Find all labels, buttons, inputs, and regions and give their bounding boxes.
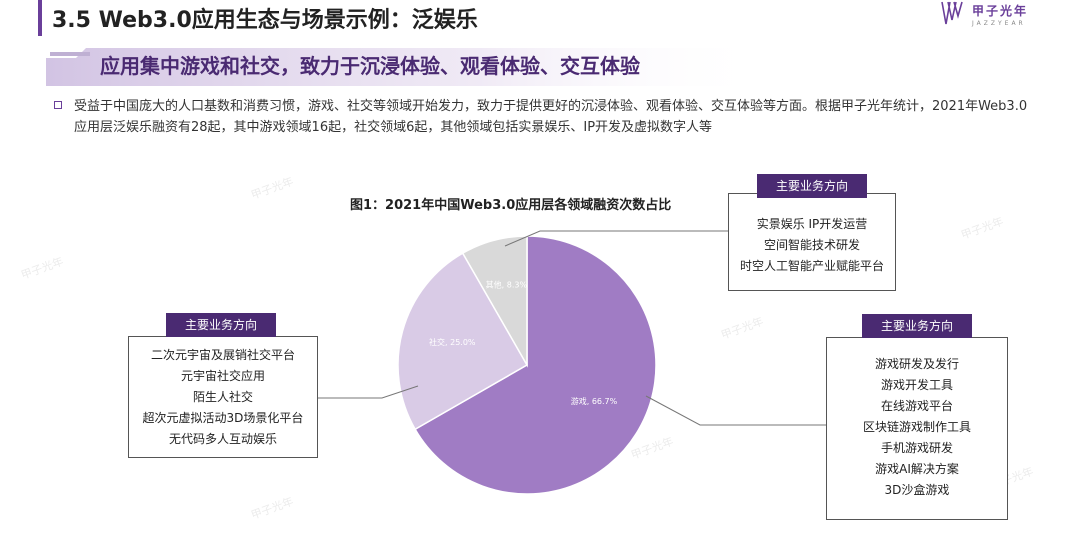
business-box-header: 主要业务方向 <box>862 314 972 338</box>
description-text: 受益于中国庞大的人口基数和消费习惯，游戏、社交等领域开始发力，致力于提供更好的沉… <box>74 99 1028 135</box>
logo: 甲子光年 JAZZYEAR <box>940 0 1050 36</box>
business-item: 超次元虚拟活动3D场景化平台 <box>142 411 304 425</box>
page-title: 3.5 Web3.0应用生态与场景示例：泛娱乐 <box>52 8 478 33</box>
chart-title: 图1：2021年中国Web3.0应用层各领域融资次数占比 <box>350 198 672 213</box>
leader-line-game <box>645 395 826 426</box>
leader-line-social <box>318 385 419 399</box>
business-item: 手机游戏研发 <box>880 441 953 455</box>
pie-slice-other <box>461 235 528 368</box>
business-box-header: 主要业务方向 <box>166 313 276 337</box>
logo-text: 甲子光年 <box>972 4 1029 18</box>
business-item: 区块链游戏制作工具 <box>862 420 971 434</box>
business-item: 3D沙盒游戏 <box>884 483 950 497</box>
leader-line-other <box>504 230 730 247</box>
business-item: 空间智能技术研发 <box>763 238 860 252</box>
business-box-other: 实景娱乐 IP开发运营 空间智能技术研发 时空人工智能产业赋能平台 <box>728 193 896 291</box>
logo-subtext: JAZZYEAR <box>972 20 1026 27</box>
business-item: 游戏开发工具 <box>880 378 953 392</box>
pie-slice-label: 其他, 8.3% <box>486 280 528 290</box>
business-box-social: 二次元宇宙及展销社交平台 元宇宙社交应用 陌生人社交 超次元虚拟活动3D场景化平… <box>128 336 318 458</box>
business-item: 在线游戏平台 <box>880 399 953 413</box>
business-item: 游戏AI解决方案 <box>875 462 959 476</box>
business-item: 陌生人社交 <box>192 390 253 404</box>
business-box-header: 主要业务方向 <box>757 174 867 198</box>
logo-icon <box>941 1 963 25</box>
subtitle-banner <box>46 44 766 86</box>
business-box-game: 游戏研发及发行 游戏开发工具 在线游戏平台 区块链游戏制作工具 手机游戏研发 游… <box>826 337 1008 520</box>
pie-slice-label: 游戏, 66.7% <box>571 396 618 406</box>
pie-slice-game <box>414 235 657 495</box>
business-item: 二次元宇宙及展销社交平台 <box>150 348 295 362</box>
bullet-icon <box>54 101 62 109</box>
business-item: 时空人工智能产业赋能平台 <box>739 259 884 273</box>
subtitle: 应用集中游戏和社交，致力于沉浸体验、观看体验、交互体验 <box>100 54 640 78</box>
business-item: 游戏研发及发行 <box>874 357 959 371</box>
business-item: 元宇宙社交应用 <box>180 369 265 383</box>
business-item: 无代码多人互动娱乐 <box>168 432 277 446</box>
pie-slice-label: 社交, 25.0% <box>429 337 476 347</box>
business-item: 实景娱乐 IP开发运营 <box>756 217 868 231</box>
title-accent-bar <box>38 0 42 36</box>
pie-slice-social <box>397 252 529 431</box>
